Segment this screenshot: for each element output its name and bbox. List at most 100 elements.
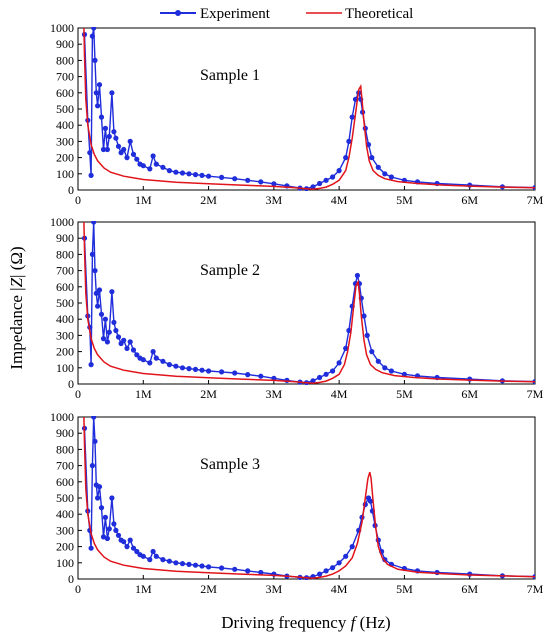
x-tick-label: 4M xyxy=(331,387,348,401)
experiment-point xyxy=(140,163,146,169)
panel-title: Sample 3 xyxy=(200,456,260,473)
y-tick-label: 400 xyxy=(56,118,74,132)
experiment-point xyxy=(206,368,212,374)
y-tick-label: 0 xyxy=(68,377,74,391)
experiment-point xyxy=(92,438,98,444)
experiment-point xyxy=(271,181,277,187)
experiment-point xyxy=(130,347,137,353)
experiment-point xyxy=(232,566,238,572)
x-tick-label: 7M xyxy=(527,582,544,596)
series-experiment-line xyxy=(83,27,535,190)
experiment-point xyxy=(375,164,381,170)
y-tick-label: 500 xyxy=(56,491,74,505)
x-tick-label: 3M xyxy=(266,387,283,401)
plot-area xyxy=(81,221,535,385)
experiment-point xyxy=(106,133,112,140)
series-theoretical-line xyxy=(83,221,535,384)
experiment-point xyxy=(166,558,172,564)
series-experiment-line xyxy=(83,416,535,579)
experiment-point xyxy=(199,367,205,373)
experiment-point xyxy=(104,535,110,542)
experiment-point xyxy=(127,138,133,144)
experiment-point xyxy=(166,362,172,368)
experiment-point xyxy=(89,251,95,257)
experiment-point xyxy=(258,373,264,379)
experiment-point xyxy=(343,345,349,351)
experiment-point xyxy=(153,161,159,167)
experiment-point xyxy=(113,527,119,534)
y-tick-label: 900 xyxy=(56,426,74,440)
y-tick-label: 200 xyxy=(56,540,74,554)
experiment-point xyxy=(106,526,112,532)
experiment-point xyxy=(100,336,107,342)
experiment-point xyxy=(109,495,115,501)
x-tick-label: 1M xyxy=(135,387,152,401)
experiment-point xyxy=(100,534,107,540)
experiment-point xyxy=(245,372,251,378)
y-tick-label: 0 xyxy=(68,572,74,586)
legend-theoretical-label: Theoretical xyxy=(345,6,413,22)
x-tick-label: 6M xyxy=(461,193,478,207)
experiment-point xyxy=(130,151,137,157)
experiment-point xyxy=(91,416,97,420)
x-tick-label: 0 xyxy=(75,193,81,207)
y-tick-label: 700 xyxy=(56,459,74,473)
experiment-point xyxy=(245,568,251,574)
experiment-point xyxy=(346,138,352,144)
experiment-point xyxy=(140,357,146,363)
experiment-point xyxy=(109,90,115,96)
legend-experiment-marker xyxy=(175,10,181,16)
plot-frame xyxy=(77,416,536,580)
x-tick-label: 5M xyxy=(396,193,413,207)
experiment-point xyxy=(115,143,122,149)
experiment-point xyxy=(349,114,355,120)
experiment-point xyxy=(186,561,192,568)
experiment-point xyxy=(104,339,110,345)
experiment-point xyxy=(467,571,473,577)
y-axis-title-part-1: Impedance | xyxy=(7,287,26,369)
experiment-point xyxy=(100,146,107,153)
y-tick-label: 100 xyxy=(56,556,74,570)
experiment-point xyxy=(140,553,146,559)
experiment-point xyxy=(258,179,264,185)
y-tick-label: 100 xyxy=(56,167,74,181)
experiment-point xyxy=(92,57,98,64)
y-tick-label: 100 xyxy=(56,361,74,375)
experiment-point xyxy=(92,268,98,274)
experiment-point xyxy=(96,287,103,293)
experiment-point xyxy=(173,560,179,566)
experiment-point xyxy=(88,362,94,368)
experiment-point xyxy=(130,545,137,551)
experiment-point xyxy=(310,184,316,190)
experiment-point xyxy=(317,571,323,577)
x-tick-label: 3M xyxy=(266,193,283,207)
experiment-point xyxy=(147,166,153,172)
plot-area xyxy=(81,416,535,580)
experiment-point xyxy=(173,363,179,369)
y-tick-label: 1000 xyxy=(50,21,74,35)
experiment-point xyxy=(323,371,329,377)
y-tick-label: 600 xyxy=(56,86,74,100)
experiment-point xyxy=(124,544,130,550)
x-tick-label: 3M xyxy=(266,582,283,596)
experiment-point xyxy=(87,150,93,156)
experiment-point xyxy=(367,498,374,504)
y-tick-label: 400 xyxy=(56,312,74,326)
y-axis-title-part-3: | (Ω) xyxy=(7,246,26,278)
experiment-point xyxy=(192,172,199,178)
x-axis-title-part-1: Driving frequency xyxy=(221,613,350,632)
experiment-point xyxy=(153,553,159,559)
experiment-point xyxy=(382,365,388,371)
experiment-point xyxy=(102,514,108,521)
experiment-point xyxy=(115,334,122,340)
experiment-point xyxy=(150,548,156,555)
experiment-point xyxy=(104,146,110,153)
y-tick-label: 800 xyxy=(56,247,74,261)
y-tick-label: 200 xyxy=(56,345,74,359)
experiment-point xyxy=(401,371,407,377)
x-tick-label: 6M xyxy=(461,582,478,596)
experiment-point xyxy=(206,564,212,570)
y-tick-label: 500 xyxy=(56,296,74,310)
experiment-point xyxy=(121,539,127,545)
